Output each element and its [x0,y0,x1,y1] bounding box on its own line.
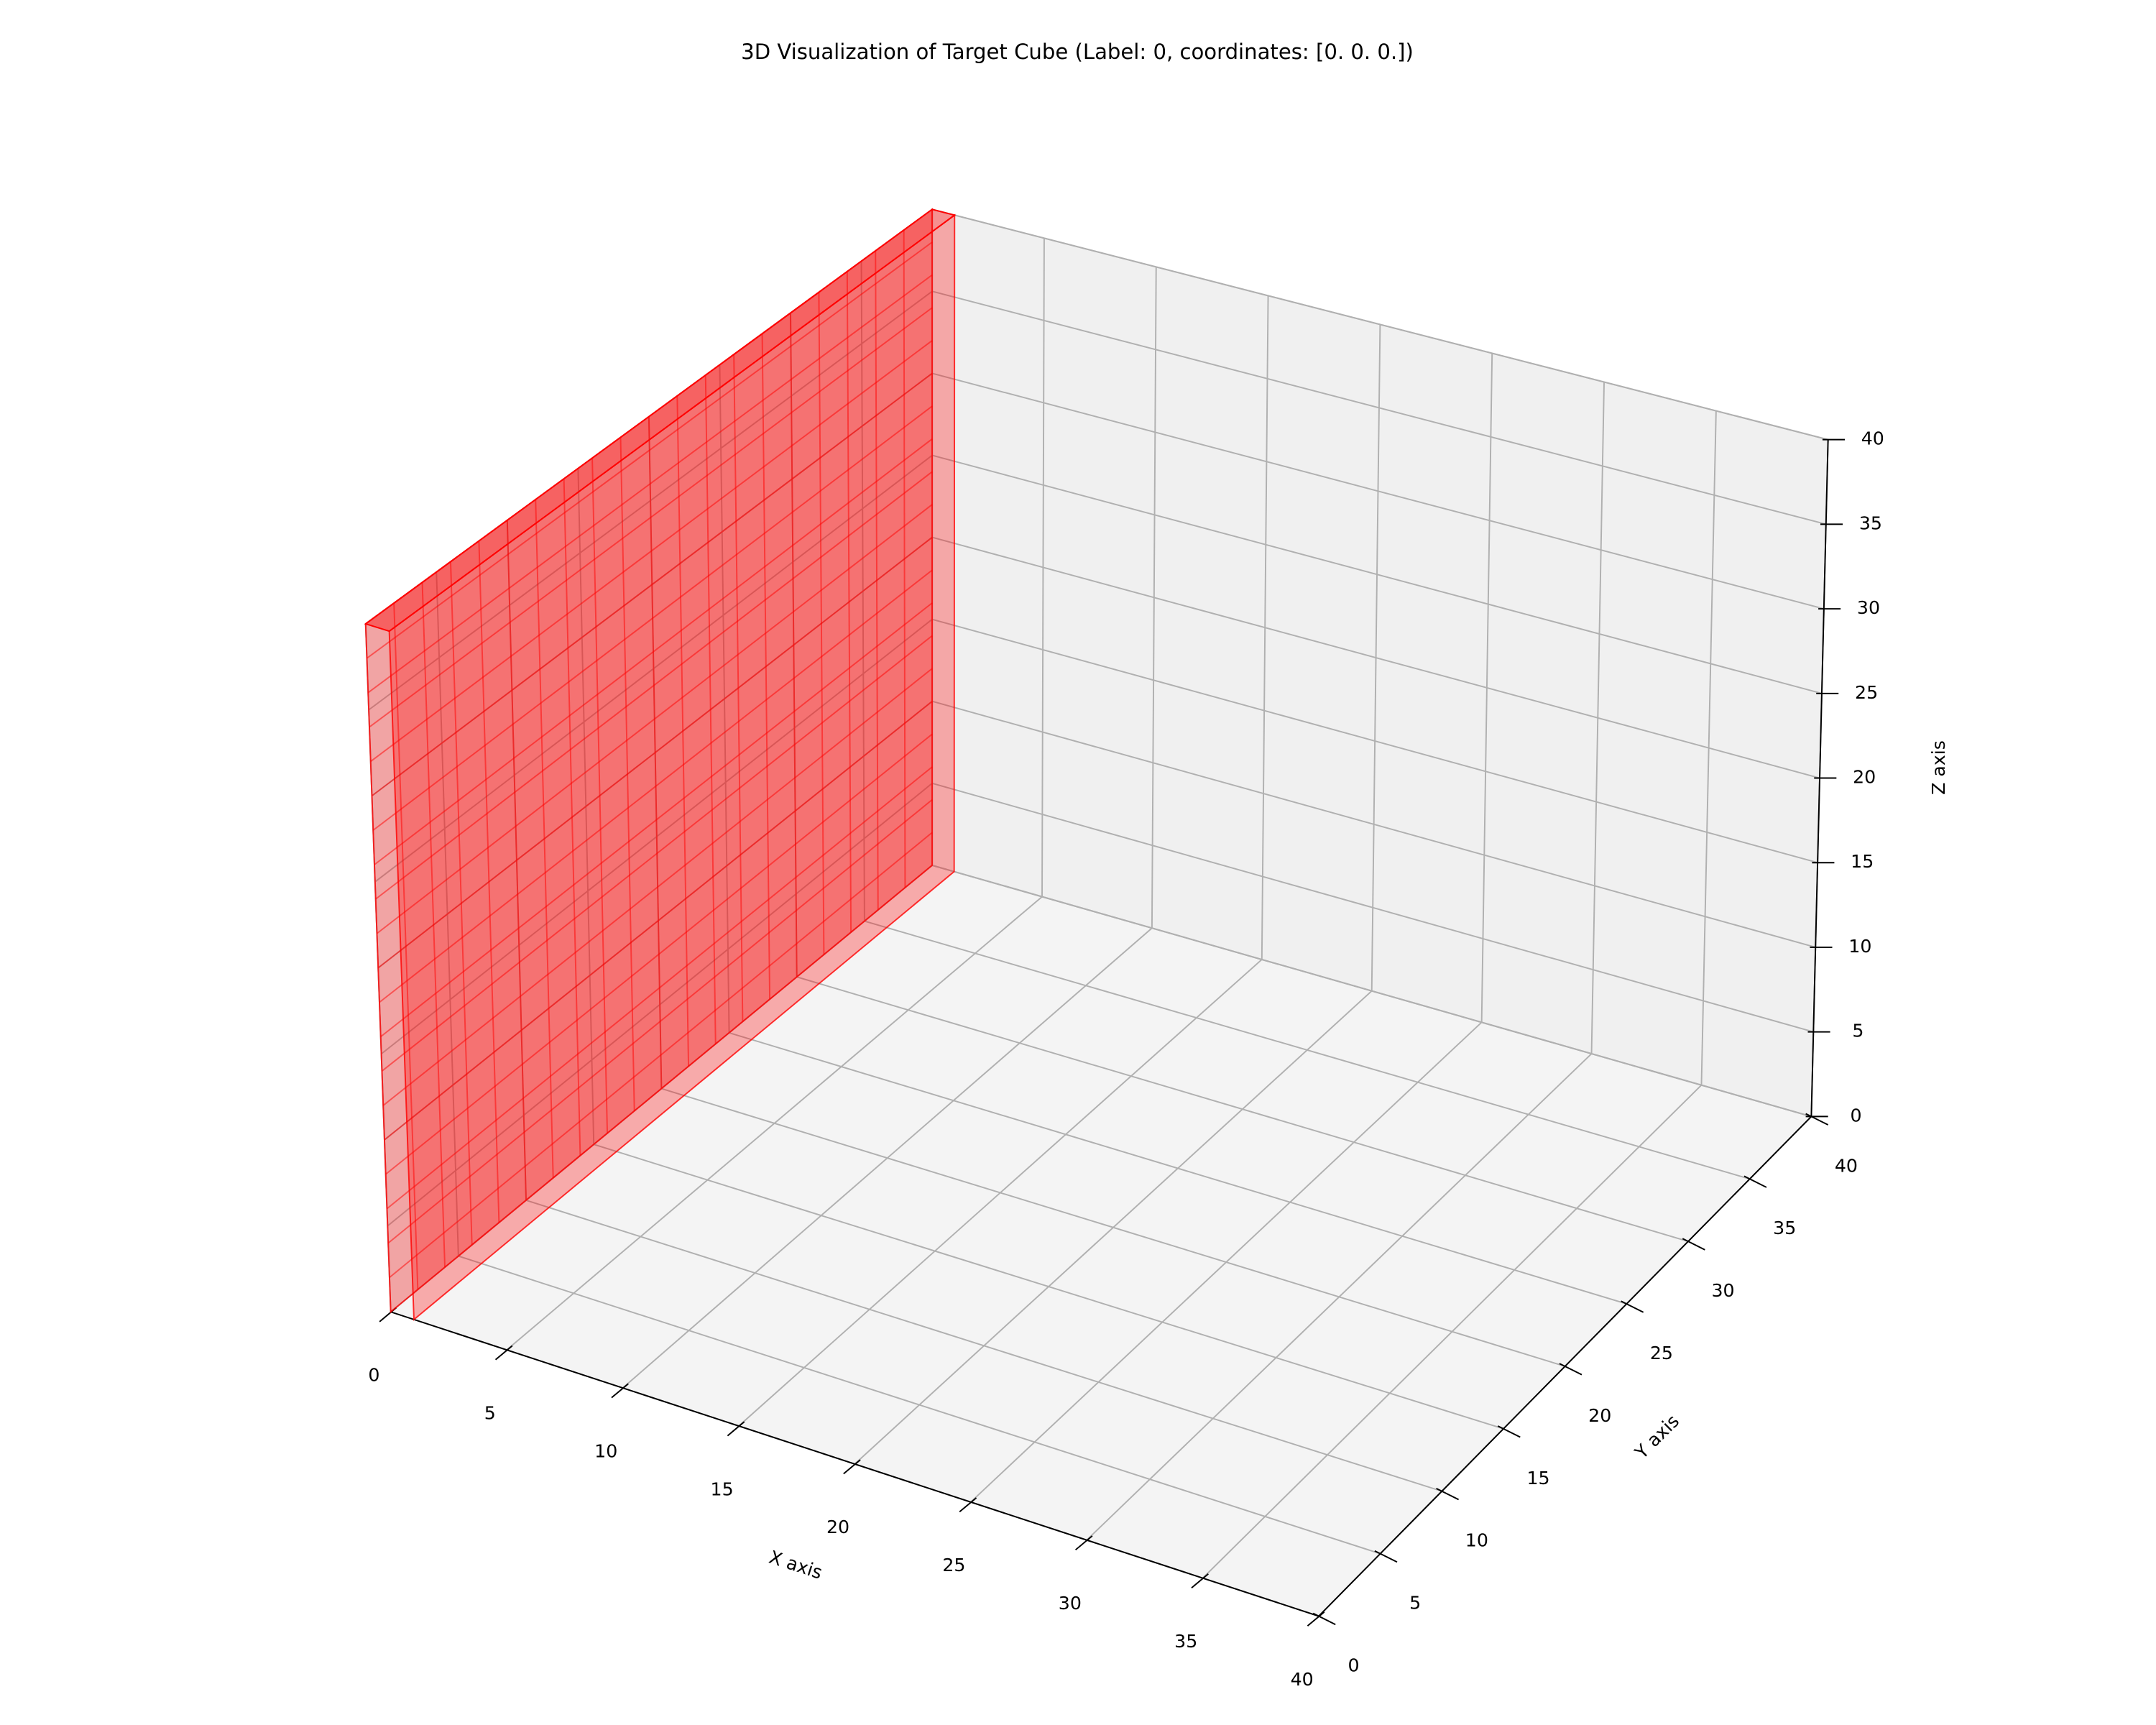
grid-line [931,536,1820,779]
grid-line [931,372,1825,610]
y-tick-label: 35 [1773,1218,1796,1238]
voxel-cell-edge [374,438,933,865]
chart-title: 3D Visualization of Target Cube (Label: … [741,40,1414,64]
y-tick [1312,1612,1336,1626]
y-tick [1436,1488,1460,1501]
x-tick-label: 35 [1174,1631,1197,1652]
z-tick-label: 5 [1852,1021,1864,1041]
grid-line [931,454,1823,694]
voxel-cell-edge [790,313,798,978]
grid-line [864,920,1750,1180]
grid-line [931,782,1814,1033]
y-tick-label: 0 [1348,1655,1359,1675]
grid-line [525,1199,1442,1492]
voxel-cell-edge [704,374,717,1044]
z-tick-label: 10 [1848,936,1871,957]
x-tick [959,1497,977,1513]
voxel-cell-edge [818,292,825,955]
voxel-cell-edge [903,230,906,888]
x-tick [843,1459,861,1475]
y-tick-label: 10 [1465,1530,1488,1551]
y-tick [1682,1238,1705,1251]
z-tick-label: 20 [1853,767,1876,788]
grid-line [661,1087,1565,1367]
voxel-cell-edge [377,536,933,969]
x-tick [611,1383,629,1399]
grid-line [931,618,1818,864]
z-tick-label: 30 [1857,597,1880,618]
z-axis-label: Z axis [1928,740,1949,795]
voxel-cell-edge [366,242,933,659]
voxel-cell-edge [372,405,933,831]
y-tick-label: 40 [1835,1155,1858,1176]
voxel-cell-edge [370,340,933,763]
x-tick-label: 15 [711,1478,734,1499]
grid-line [931,864,1812,1118]
voxel-cell-edge [761,334,771,1000]
y-tick-label: 15 [1526,1468,1549,1489]
y-tick [1743,1175,1767,1188]
grid-line [796,976,1689,1243]
y-tick-label: 25 [1650,1343,1673,1363]
voxel-top [364,208,957,632]
z-tick-label: 25 [1855,682,1878,703]
y-axis-label: Y axis [1631,1411,1684,1464]
voxel-cell-edge [375,471,933,900]
grid-line [729,1031,1627,1305]
x-tick-label: 30 [1059,1593,1082,1614]
x-tick-label: 25 [942,1555,965,1576]
x-tick-label: 20 [826,1517,849,1537]
x-tick [727,1421,745,1437]
y-tick [1621,1300,1644,1313]
voxel-cell-edge [846,271,852,933]
y-tick-label: 20 [1588,1405,1611,1426]
z-tick-label: 15 [1851,851,1874,872]
y-tick-label: 30 [1712,1280,1735,1301]
grid-line [931,700,1816,948]
voxel-cell-edge [371,372,933,797]
grid-line [593,1144,1504,1430]
x-tick-label: 5 [484,1402,496,1423]
grid-line [931,290,1827,525]
y-tick [1559,1363,1583,1376]
x-tick [1191,1573,1209,1588]
x-axis-label: X axis [767,1547,825,1583]
x-tick-label: 40 [1291,1669,1314,1690]
z-tick-label: 0 [1850,1105,1861,1126]
x-tick [1074,1535,1093,1551]
x-tick [494,1345,513,1361]
x-tick [1307,1611,1325,1627]
y-tick [1374,1550,1398,1563]
voxel-cell-edge [367,274,933,694]
z-tick-label: 40 [1861,428,1884,449]
voxel-cell-edge [676,395,690,1067]
x-tick-label: 0 [368,1365,379,1386]
x-tick-label: 10 [594,1440,617,1461]
grid-line [931,208,1828,441]
voxel-cell-edge [733,354,744,1022]
y-tick [1805,1113,1829,1126]
voxel-cell-edge [875,250,879,911]
y-tick-label: 5 [1409,1593,1421,1614]
voxel-cell-edge [376,504,933,934]
grid-line [458,1255,1381,1555]
y-tick [1497,1425,1521,1438]
voxel-cell-edge [369,307,933,728]
z-tick-label: 35 [1859,512,1882,533]
